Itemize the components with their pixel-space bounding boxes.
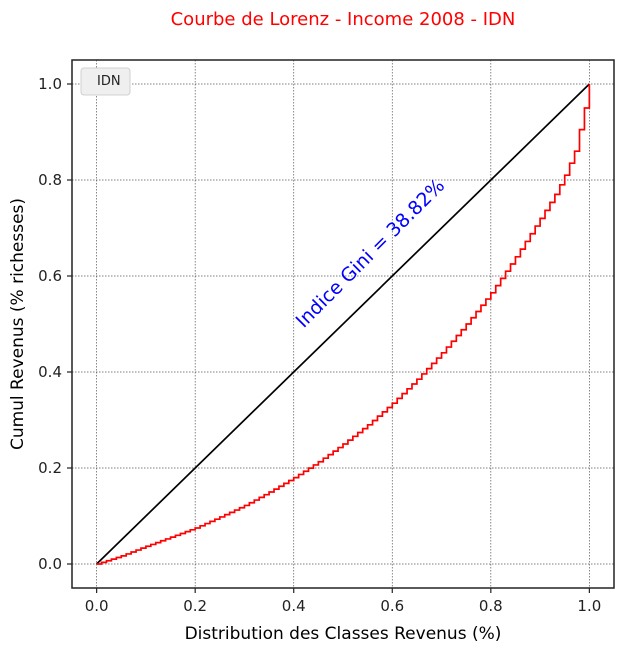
y-tick-label: 1.0 bbox=[38, 75, 62, 93]
x-tick-label: 1.0 bbox=[577, 597, 601, 615]
x-tick-label: 0.6 bbox=[380, 597, 404, 615]
x-axis-label: Distribution des Classes Revenus (%) bbox=[185, 624, 502, 644]
lorenz-curve-line bbox=[96, 84, 591, 565]
plot-frame bbox=[71, 59, 615, 589]
x-tick-label: 0.2 bbox=[183, 597, 207, 615]
legend: IDN bbox=[80, 67, 131, 96]
y-tick-label: 0.2 bbox=[38, 459, 62, 477]
y-tick-label: 0.0 bbox=[38, 555, 62, 573]
gini-annotation: Indice Gini = 38.82% bbox=[292, 175, 450, 333]
y-tick-label: 0.4 bbox=[38, 363, 62, 381]
equality-line bbox=[96, 83, 590, 565]
legend-label: IDN bbox=[97, 74, 121, 89]
ticks-layer: 0.0 0.2 0.4 0.6 0.8 1.0 0.0 0.2 0.4 0.6 0.8 1.0 bbox=[38, 75, 601, 615]
y-axis-label: Cumul Revenus (% richesses) bbox=[8, 198, 28, 450]
x-tick-label: 0.8 bbox=[479, 597, 503, 615]
x-tick-label: 0.0 bbox=[85, 597, 109, 615]
grid-layer bbox=[72, 60, 614, 588]
chart-title: Courbe de Lorenz - Income 2008 - IDN bbox=[171, 9, 516, 30]
y-tick-label: 0.6 bbox=[38, 267, 62, 285]
y-tick-label: 0.8 bbox=[38, 171, 62, 189]
legend-box bbox=[80, 67, 131, 96]
lines-layer bbox=[96, 83, 591, 565]
x-tick-label: 0.4 bbox=[282, 597, 306, 615]
